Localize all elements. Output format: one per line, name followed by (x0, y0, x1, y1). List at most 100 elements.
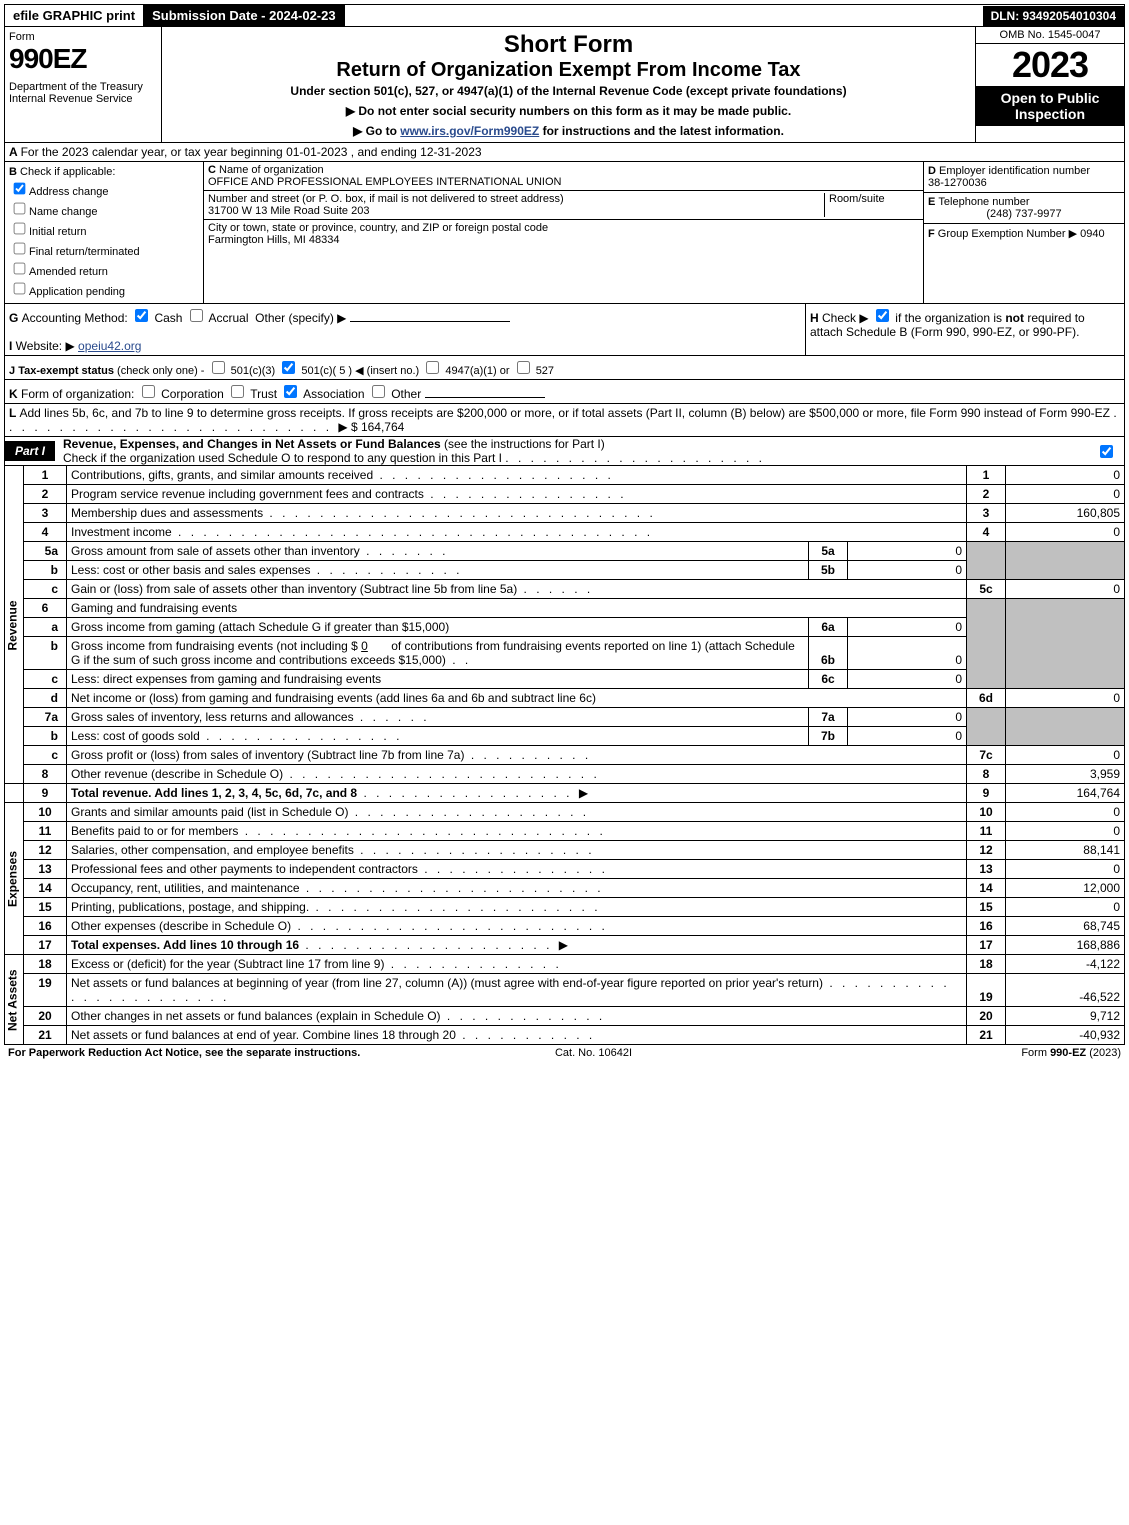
line-15-text: Printing, publications, postage, and shi… (71, 900, 309, 914)
line-11-text: Benefits paid to or for members (71, 824, 238, 838)
line-5c-num: c (24, 580, 67, 599)
check-application-pending[interactable]: Application pending (9, 279, 199, 298)
column-b: B Check if applicable: Address change Na… (5, 162, 204, 303)
line-7c-text: Gross profit or (loss) from sales of inv… (71, 748, 464, 762)
submission-date: Submission Date - 2024-02-23 (144, 5, 345, 26)
department-label: Department of the Treasury Internal Reve… (9, 81, 157, 105)
h-text2: if the organization is (895, 311, 1005, 325)
check-accrual[interactable] (190, 309, 203, 322)
line-3-text: Membership dues and assessments (71, 506, 263, 520)
line-5c-amt: 0 (1006, 580, 1125, 599)
e-label: Telephone number (938, 196, 1029, 208)
line-6-num: 6 (24, 599, 67, 618)
cash-label: Cash (154, 311, 182, 325)
part-1-sub: (see the instructions for Part I) (444, 437, 605, 451)
efile-print-button[interactable]: efile GRAPHIC print (5, 5, 144, 26)
line-14-text: Occupancy, rent, utilities, and maintena… (71, 881, 300, 895)
c-name-label: Name of organization (219, 164, 324, 176)
other-specify: Other (specify) ▶ (255, 311, 346, 325)
line-20-col: 20 (967, 1007, 1006, 1026)
l-value: ▶ $ 164,764 (338, 420, 404, 434)
l-text: Add lines 5b, 6c, and 7b to line 9 to de… (19, 406, 1110, 420)
line-2-num: 2 (24, 485, 67, 504)
check-amended-return[interactable]: Amended return (9, 259, 199, 278)
form-number: 990EZ (9, 43, 157, 75)
form-number-block: Form 990EZ Department of the Treasury In… (5, 27, 162, 142)
line-15-amt: 0 (1006, 898, 1125, 917)
check-527[interactable] (517, 361, 530, 374)
line-16-num: 16 (24, 917, 67, 936)
line-7b-num: b (24, 727, 67, 746)
line-4-amt: 0 (1006, 523, 1125, 542)
line-2-text: Program service revenue including govern… (71, 487, 424, 501)
check-initial-return[interactable]: Initial return (9, 219, 199, 238)
line-5c-text: Gain or (loss) from sale of assets other… (71, 582, 517, 596)
line-1-amt: 0 (1006, 466, 1125, 485)
website-link[interactable]: opeiu42.org (78, 339, 141, 353)
line-21-num: 21 (24, 1026, 67, 1045)
line-7c-amt: 0 (1006, 746, 1125, 765)
line-6c-num: c (24, 670, 67, 689)
h-not: not (1005, 311, 1024, 325)
form-word: Form (9, 31, 157, 43)
line-21-text: Net assets or fund balances at end of ye… (71, 1028, 456, 1042)
line-21-col: 21 (967, 1026, 1006, 1045)
line-20-num: 20 (24, 1007, 67, 1026)
check-501c[interactable] (282, 361, 295, 374)
check-501c3[interactable] (212, 361, 225, 374)
check-corporation[interactable] (142, 385, 155, 398)
org-address: 31700 W 13 Mile Road Suite 203 (208, 205, 369, 217)
line-8-text: Other revenue (describe in Schedule O) (71, 767, 283, 781)
check-address-change[interactable]: Address change (9, 179, 199, 198)
line-5b-text: Less: cost or other basis and sales expe… (71, 563, 310, 577)
title-short-form: Short Form (166, 31, 971, 59)
revenue-side-label: Revenue (5, 466, 24, 784)
accrual-label: Accrual (208, 311, 248, 325)
check-trust[interactable] (231, 385, 244, 398)
line-17-text: Total expenses. Add lines 10 through 16 (71, 938, 299, 952)
line-7a-iamt: 0 (848, 708, 967, 727)
line-14-num: 14 (24, 879, 67, 898)
check-name-change[interactable]: Name change (9, 199, 199, 218)
check-4947[interactable] (426, 361, 439, 374)
line-15-num: 15 (24, 898, 67, 917)
title-return: Return of Organization Exempt From Incom… (166, 59, 971, 82)
opt-other: Other (391, 387, 421, 401)
irs-link[interactable]: www.irs.gov/Form990EZ (400, 124, 539, 138)
line-6a-icol: 6a (809, 618, 848, 637)
check-schedule-b[interactable] (876, 309, 889, 322)
org-city: Farmington Hills, MI 48334 (208, 234, 339, 246)
line-6a-num: a (24, 618, 67, 637)
footer-catalog: Cat. No. 10642I (555, 1047, 632, 1059)
line-5a-icol: 5a (809, 542, 848, 561)
instruction-2: ▶ Go to www.irs.gov/Form990EZ for instru… (166, 124, 971, 138)
check-final-return[interactable]: Final return/terminated (9, 239, 199, 258)
line-8-num: 8 (24, 765, 67, 784)
line-5a-num: 5a (24, 542, 67, 561)
line-6a-text: Gross income from gaming (attach Schedul… (67, 618, 809, 637)
line-3-amt: 160,805 (1006, 504, 1125, 523)
line-5b-icol: 5b (809, 561, 848, 580)
opt-4947: 4947(a)(1) or (445, 365, 509, 377)
c-city-label: City or town, state or province, country… (208, 222, 548, 234)
line-k: K Form of organization: Corporation Trus… (4, 380, 1125, 404)
check-association[interactable] (284, 385, 297, 398)
line-3-num: 3 (24, 504, 67, 523)
line-20-text: Other changes in net assets or fund bala… (71, 1009, 441, 1023)
line-9-col: 9 (967, 784, 1006, 803)
check-other-org[interactable] (372, 385, 385, 398)
k-label: Form of organization: (21, 387, 134, 401)
check-cash[interactable] (135, 309, 148, 322)
check-schedule-o-part1[interactable] (1100, 445, 1113, 458)
line-j: J Tax-exempt status (check only one) - 5… (4, 356, 1125, 380)
form-header: Form 990EZ Department of the Treasury In… (4, 27, 1125, 143)
line-6a-iamt: 0 (848, 618, 967, 637)
line-18-amt: -4,122 (1006, 955, 1125, 974)
ein-value: 38-1270036 (928, 177, 987, 189)
line-1-col: 1 (967, 466, 1006, 485)
line-19-text: Net assets or fund balances at beginning… (71, 976, 823, 990)
open-to-public: Open to Public Inspection (976, 86, 1124, 126)
line-18-col: 18 (967, 955, 1006, 974)
part-1-header: Part I Revenue, Expenses, and Changes in… (4, 437, 1125, 466)
footer-left: For Paperwork Reduction Act Notice, see … (8, 1047, 360, 1059)
